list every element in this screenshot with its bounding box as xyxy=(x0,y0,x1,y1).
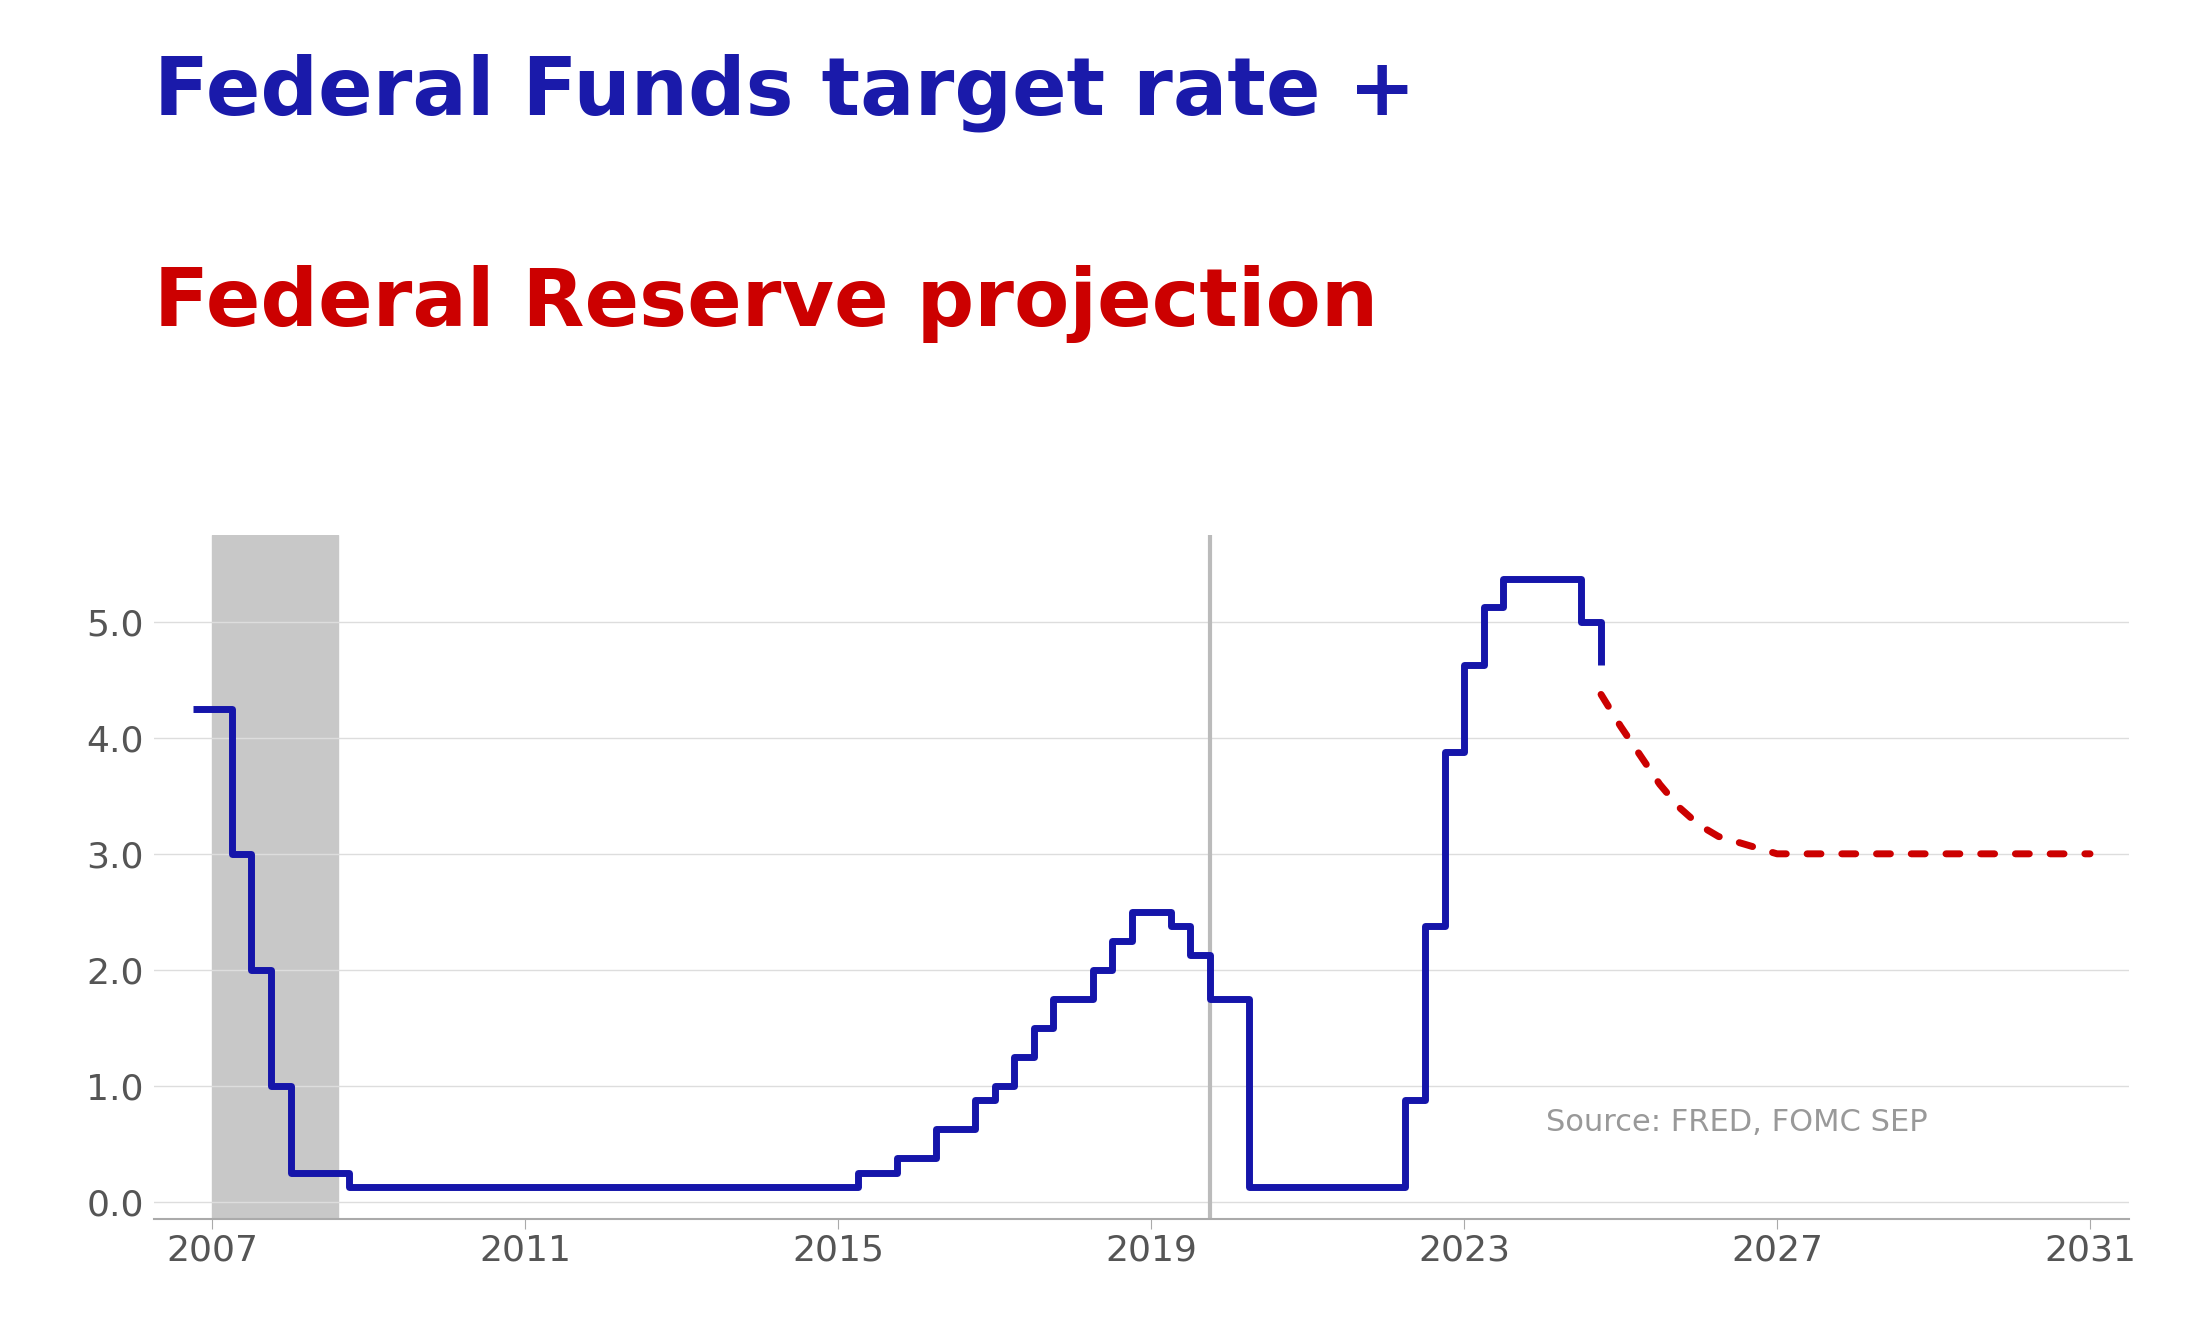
Bar xyxy=(213,535,338,1219)
Text: Source: FRED, FOMC SEP: Source: FRED, FOMC SEP xyxy=(1545,1108,1927,1137)
Text: Federal Funds target rate +: Federal Funds target rate + xyxy=(154,53,1416,131)
Text: Federal Reserve projection: Federal Reserve projection xyxy=(154,265,1378,343)
